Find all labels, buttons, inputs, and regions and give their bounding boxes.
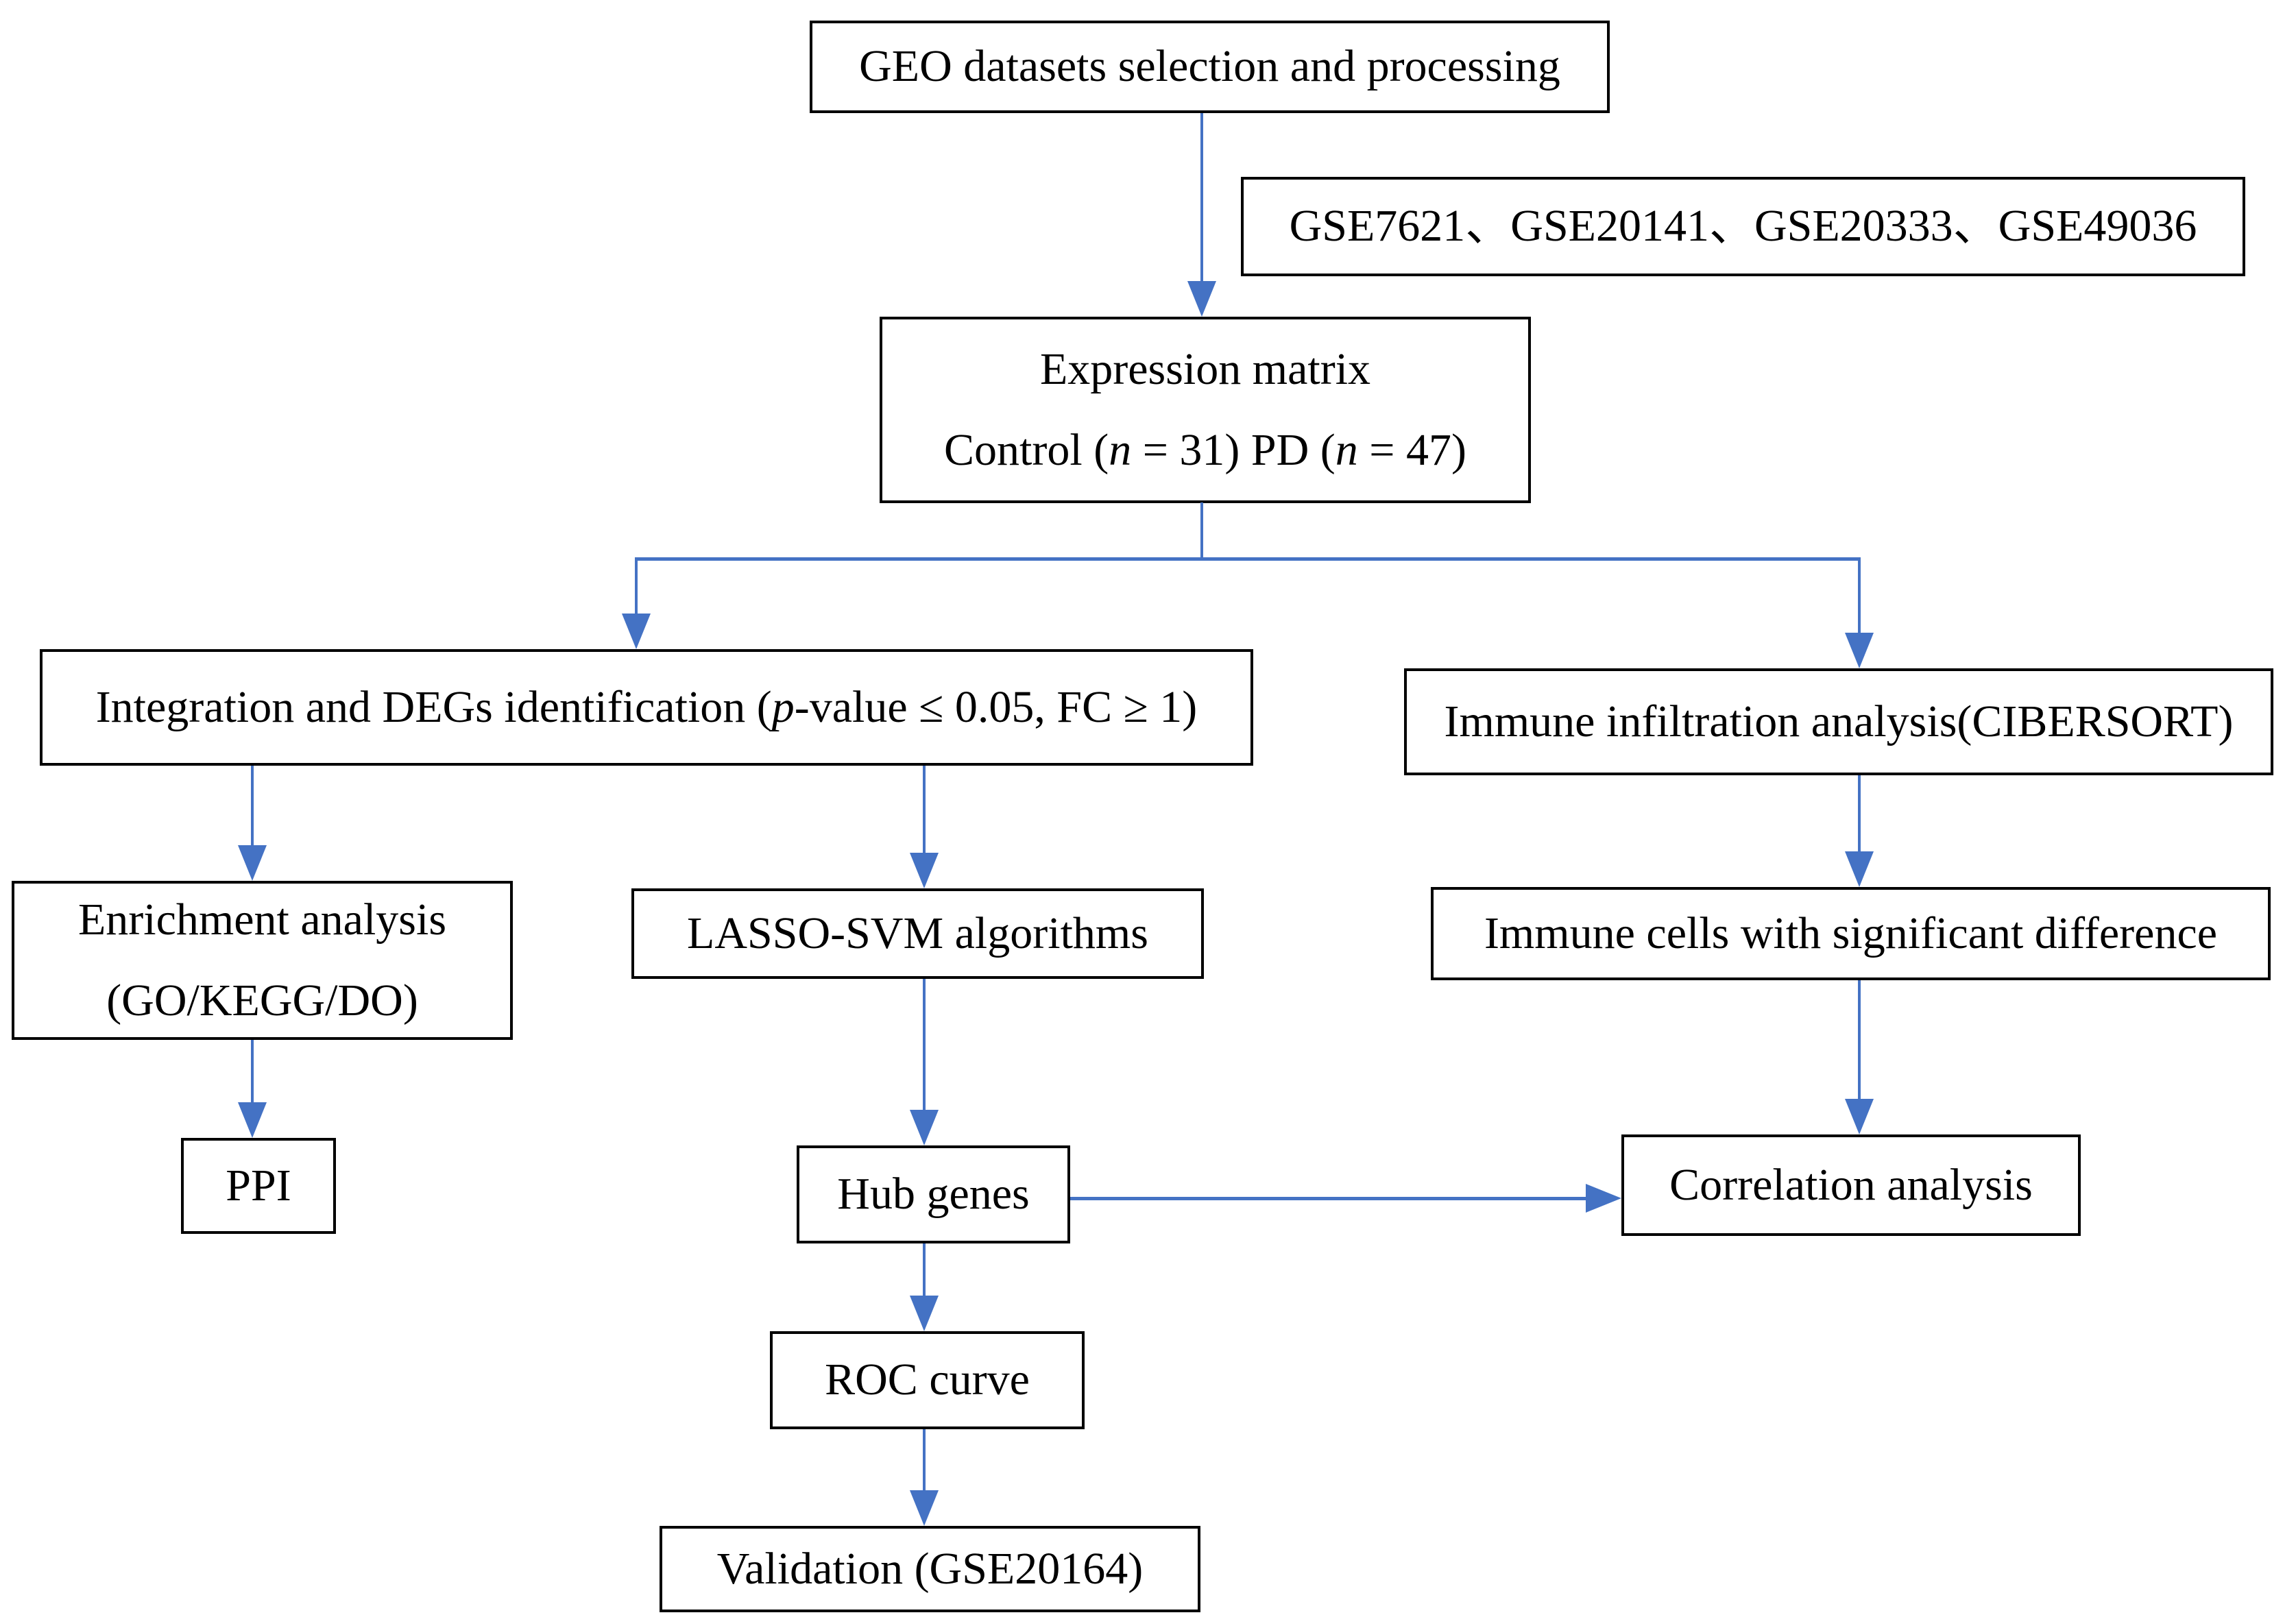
node-validation-label: Validation (GSE20164) (716, 1543, 1144, 1594)
enrichment-line1: Enrichment analysis (77, 895, 447, 945)
arrow-geo-to-expression-head (1187, 281, 1216, 317)
arrow-immune-to-cells-line (1858, 775, 1861, 854)
arrow-enrichment-to-ppi-line (251, 1040, 254, 1105)
node-hub-genes: Hub genes (797, 1145, 1070, 1243)
arrow-hub-to-correlation-head (1586, 1184, 1621, 1213)
italic-p: p (771, 681, 795, 732)
arrow-hub-to-roc-line (923, 1243, 926, 1298)
arrow-lasso-to-hub-head (910, 1110, 939, 1145)
arrow-lasso-to-hub-line (923, 979, 926, 1113)
node-gse-list-label: GSE7621、GSE20141、GSE20333、GSE49036 (1289, 201, 2197, 252)
node-ppi: PPI (181, 1138, 336, 1234)
arrow-hub-to-roc-head (910, 1296, 939, 1331)
enrichment-line2: (GO/KEGG/DO) (106, 975, 418, 1025)
arrow-branch-to-immune-head (1845, 633, 1874, 668)
node-geo-datasets-label: GEO datasets selection and processing (859, 41, 1560, 92)
arrow-cells-to-correlation-line (1858, 980, 1861, 1102)
arrow-immune-to-cells-head (1845, 851, 1874, 887)
arrow-integration-to-enrichment-line (251, 766, 254, 849)
node-lasso-svm: LASSO-SVM algorithms (631, 888, 1204, 979)
node-validation: Validation (GSE20164) (660, 1526, 1200, 1612)
node-correlation-analysis: Correlation analysis (1621, 1134, 2081, 1236)
arrow-integration-to-lasso-line (923, 766, 926, 855)
arrow-enrichment-to-ppi-head (238, 1102, 267, 1138)
arrow-branch-to-integration-line (635, 557, 638, 616)
arrow-hub-to-correlation-line (1070, 1197, 1588, 1200)
node-immune-infiltration-label: Immune infiltration analysis(CIBERSORT) (1444, 696, 2234, 746)
arrow-branch-to-immune-line (1858, 557, 1861, 636)
node-correlation-analysis-label: Correlation analysis (1669, 1159, 2033, 1210)
arrow-integration-to-lasso-head (910, 853, 939, 888)
node-lasso-svm-label: LASSO-SVM algorithms (687, 908, 1148, 958)
node-immune-infiltration: Immune infiltration analysis(CIBERSORT) (1404, 668, 2273, 775)
branch-stem-line (1200, 502, 1203, 560)
node-enrichment-analysis: Enrichment analysis (GO/KEGG/DO) (12, 881, 513, 1040)
node-roc-curve: ROC curve (770, 1331, 1085, 1429)
arrow-branch-to-integration-head (622, 614, 651, 649)
italic-n: n (1109, 425, 1132, 475)
node-gse-list: GSE7621、GSE20141、GSE20333、GSE49036 (1241, 177, 2245, 276)
node-hub-genes-label: Hub genes (837, 1169, 1030, 1219)
node-expression-matrix: Expression matrix Control (n = 31) PD (n… (880, 317, 1531, 503)
node-immune-cells: Immune cells with significant difference (1431, 887, 2271, 980)
italic-n: n (1335, 425, 1358, 475)
arrow-integration-to-enrichment-head (238, 845, 267, 881)
node-immune-cells-label: Immune cells with significant difference (1484, 908, 2218, 958)
node-roc-curve-label: ROC curve (825, 1355, 1030, 1405)
node-geo-datasets: GEO datasets selection and processing (810, 21, 1610, 113)
node-ppi-label: PPI (226, 1160, 291, 1211)
arrow-geo-to-expression-line (1200, 113, 1203, 284)
arrow-roc-to-validation-line (923, 1429, 926, 1493)
expression-matrix-line1: Expression matrix (1039, 344, 1371, 394)
node-integration-degs: Integration and DEGs identification (p-v… (40, 649, 1253, 766)
node-integration-degs-label: Integration and DEGs identification (p-v… (95, 681, 1198, 732)
arrow-cells-to-correlation-head (1845, 1099, 1874, 1134)
branch-horizontal-line (635, 557, 1861, 561)
expression-matrix-line2: Control (n = 31) PD (n = 47) (944, 425, 1466, 475)
arrow-roc-to-validation-head (910, 1490, 939, 1526)
